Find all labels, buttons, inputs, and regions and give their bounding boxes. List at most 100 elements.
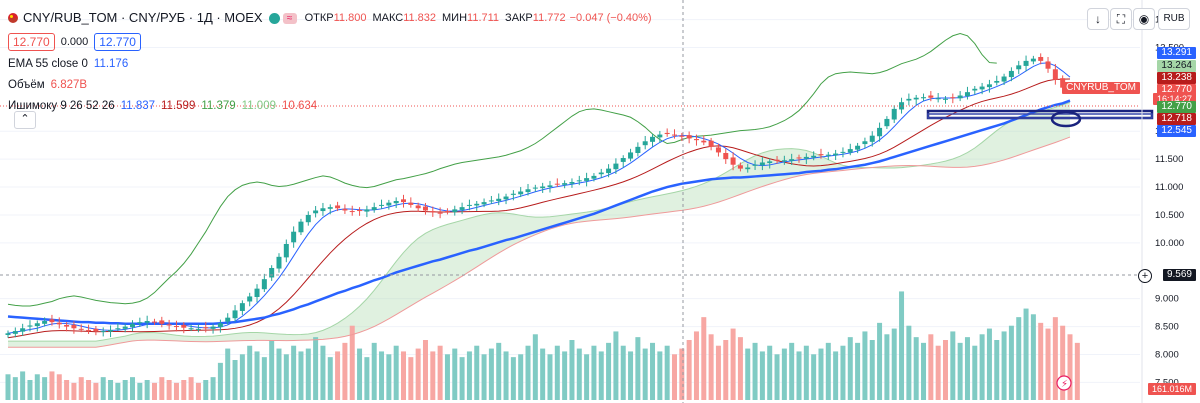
ichimoku-legend[interactable]: Ишимоку 9 26 52 26 11.837 11.599 11.379 … [8, 95, 652, 116]
candle-body [298, 221, 304, 233]
candle-body [93, 328, 99, 332]
collapse-legend-button[interactable]: ⌃ [14, 111, 36, 129]
volume-bar [877, 322, 883, 400]
span-b-line [8, 136, 1071, 348]
currency-button[interactable]: RUB [1158, 8, 1190, 30]
candle-body [532, 187, 538, 189]
drawn-rectangle-2 [927, 113, 1153, 119]
chikou-line [7, 33, 997, 307]
volume-bar [261, 357, 267, 400]
candle-body [437, 212, 443, 214]
candle-body [591, 175, 597, 179]
volume-bar [283, 354, 289, 400]
volume-bar [679, 348, 685, 400]
candle-body [386, 202, 392, 206]
download-button[interactable]: ↓ [1087, 8, 1109, 30]
candle-body [818, 154, 824, 156]
volume-bar [759, 351, 765, 400]
candle-body [869, 135, 875, 142]
volume-bar [657, 351, 663, 400]
volume-bar [664, 345, 670, 400]
volume-bar [232, 360, 238, 400]
candle-body [877, 127, 883, 137]
candle-body [269, 267, 275, 278]
svg-text:⚡: ⚡ [1061, 379, 1068, 390]
candle-body [789, 159, 795, 161]
candle-body [335, 205, 341, 209]
volume-bar [64, 380, 70, 400]
volume-bar [921, 342, 927, 400]
candle-body [906, 98, 912, 101]
volume-bar [1038, 322, 1044, 400]
volume-bar [950, 331, 956, 400]
candle-body [759, 162, 765, 166]
volume-bar [942, 340, 948, 400]
volume-bar [49, 371, 55, 400]
candle-body [78, 328, 84, 330]
candle-body [833, 153, 839, 156]
high-label: МАКС [372, 12, 404, 24]
volume-bar [86, 380, 92, 400]
volume-bar [1045, 328, 1051, 400]
volume-bar [444, 354, 450, 400]
volume-bar [994, 340, 1000, 400]
volume-bar [693, 331, 699, 400]
market-status-icon[interactable] [268, 12, 280, 24]
ema-legend[interactable]: EMA 55 close 0 11.176 [8, 53, 652, 74]
volume-bar [715, 345, 721, 400]
volume-bar [708, 334, 714, 400]
fullscreen-button[interactable]: ⛶ [1110, 8, 1132, 30]
volume-bar [913, 337, 919, 400]
volume-bar [833, 351, 839, 400]
volume-bar [503, 351, 509, 400]
volume-bar [239, 354, 245, 400]
volume-bar [254, 351, 260, 400]
volume-bar [891, 328, 897, 400]
candle-body [774, 159, 780, 161]
candle-body [503, 196, 509, 200]
candle-body [225, 317, 231, 322]
volume-bar [137, 382, 143, 400]
candle-body [401, 199, 407, 203]
candle-body [151, 321, 157, 323]
candle-body [247, 296, 253, 302]
candle-body [921, 97, 927, 99]
add-alert-icon[interactable]: + [1138, 269, 1152, 283]
screenshot-button[interactable]: ◉ [1133, 8, 1155, 30]
volume-bar [686, 340, 692, 400]
buy-button[interactable]: 12.770 [94, 33, 141, 51]
volume-bar [357, 348, 363, 400]
volume-bar [796, 351, 802, 400]
high-value: 11.832 [403, 12, 437, 24]
candle-body [357, 209, 363, 212]
volume-bar [496, 342, 502, 400]
candle-body [825, 154, 831, 156]
candle-body [913, 97, 919, 100]
symbol-title[interactable]: CNY/RUB_TOM · CNY/РУБ · 1Д · MOEX [23, 10, 263, 25]
volume-bar [12, 377, 18, 400]
volume-bar [335, 351, 341, 400]
candle-body [737, 165, 743, 169]
candle-body [701, 140, 707, 143]
candle-body [342, 208, 348, 211]
volume-legend[interactable]: Объём 6.827B [8, 74, 652, 95]
candle-body [855, 145, 861, 150]
candle-body [620, 158, 626, 162]
candle-body [723, 152, 729, 160]
volume-bar [401, 351, 407, 400]
sell-button[interactable]: 12.770 [8, 33, 55, 51]
candle-body [964, 92, 970, 97]
candle-body [884, 118, 890, 127]
symbol-price-tag: CNYRUB_TOM [1062, 82, 1140, 94]
volume-bar [78, 377, 84, 400]
volume-bar [591, 345, 597, 400]
volume-bar [298, 351, 304, 400]
candle-body [327, 207, 333, 209]
volume-bar [210, 377, 216, 400]
candle-body [891, 108, 897, 120]
candle-body [935, 98, 941, 100]
open-value: 11.800 [333, 12, 367, 24]
compare-icon[interactable]: ≈ [282, 12, 297, 24]
volume-bars [5, 291, 1080, 400]
